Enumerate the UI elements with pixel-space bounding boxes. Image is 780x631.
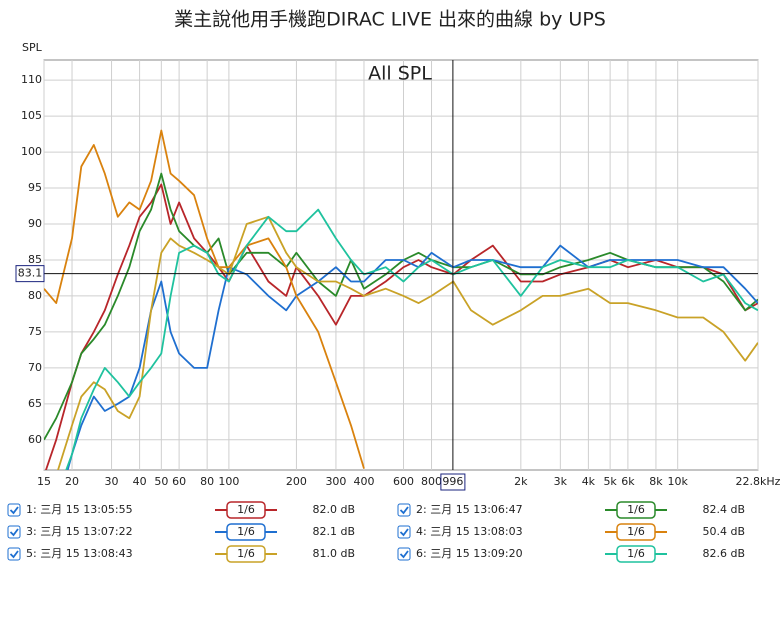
legend-item: 3: 三月 15 13:07:22 1/6 82.1 dB	[7, 523, 355, 541]
legend-smoothing: 1/6	[237, 503, 255, 516]
y-tick-label: 60	[28, 433, 42, 446]
y-tick-label: 75	[28, 325, 42, 338]
legend-level: 81.0 dB	[312, 547, 355, 560]
x-tick-label: 200	[286, 475, 307, 488]
legend-smoothing: 1/6	[627, 525, 645, 538]
x-tick-label: 10k	[667, 475, 688, 488]
x-tick-label: 8k	[649, 475, 663, 488]
series-line	[65, 208, 758, 470]
x-tick-label: 30	[105, 475, 119, 488]
y-tick-label: 80	[28, 289, 42, 302]
cursor-y-box	[15, 265, 45, 283]
x-tick-label: 40	[133, 475, 147, 488]
legend-name: 5: 三月 15 13:08:43	[26, 547, 133, 560]
legend-smoothing-box[interactable]	[616, 523, 656, 541]
legend-smoothing-box[interactable]	[616, 501, 656, 519]
legend-check	[399, 506, 409, 515]
y-tick-label: 95	[28, 181, 42, 194]
cursor-x-label: 996	[442, 475, 463, 488]
legend-item: 5: 三月 15 13:08:43 1/6 81.0 dB	[7, 545, 355, 563]
y-tick-label: 105	[21, 109, 42, 122]
x-tick-label: 3k	[554, 475, 568, 488]
series-line	[57, 215, 758, 470]
legend-smoothing-box[interactable]	[616, 545, 656, 563]
y-tick-label: 85	[28, 253, 42, 266]
legend-level: 50.4 dB	[702, 525, 745, 538]
x-tick-label: 300	[325, 475, 346, 488]
legend-name: 2: 三月 15 13:06:47	[416, 503, 523, 516]
cursor-y-label: 83.1	[18, 267, 43, 280]
legend-item: 2: 三月 15 13:06:47 1/6 82.4 dB	[397, 501, 745, 519]
chart-title: 業主說他用手機跑DIRAC LIVE 出來的曲線 by UPS	[174, 9, 606, 31]
plot-label: All SPL	[368, 63, 432, 85]
legend-item: 4: 三月 15 13:08:03 1/6 50.4 dB	[397, 523, 745, 541]
x-tick-label: 60	[172, 475, 186, 488]
legend-level: 82.0 dB	[312, 503, 355, 516]
legend-checkbox[interactable]	[7, 503, 21, 517]
y-tick-label: 90	[28, 217, 42, 230]
legend-name: 3: 三月 15 13:07:22	[26, 525, 133, 538]
x-tick-label: 6k	[621, 475, 635, 488]
legend-smoothing: 1/6	[627, 503, 645, 516]
legend-smoothing-box[interactable]	[226, 501, 266, 519]
legend-checkbox[interactable]	[397, 547, 411, 561]
legend-level: 82.1 dB	[312, 525, 355, 538]
legend-smoothing: 1/6	[237, 547, 255, 560]
x-tick-label: 5k	[603, 475, 617, 488]
x-tick-label: 15	[37, 475, 51, 488]
y-axis-label: SPL	[22, 41, 43, 54]
legend-item: 6: 三月 15 13:09:20 1/6 82.6 dB	[397, 545, 745, 563]
legend-name: 6: 三月 15 13:09:20	[416, 547, 523, 560]
series-line	[66, 244, 758, 470]
legend-check	[399, 528, 409, 537]
y-tick-label: 110	[21, 73, 42, 86]
legend-checkbox[interactable]	[7, 525, 21, 539]
x-tick-label: 600	[393, 475, 414, 488]
legend-check	[9, 550, 19, 559]
legend-check	[9, 528, 19, 537]
x-tick-label: 4k	[582, 475, 596, 488]
legend-name: 1: 三月 15 13:05:55	[26, 503, 133, 516]
legend-item: 1: 三月 15 13:05:55 1/6 82.0 dB	[7, 501, 355, 519]
cursor-x-box	[440, 473, 466, 491]
x-tick-label: 22.8kHz	[736, 475, 780, 488]
x-tick-label: 80	[200, 475, 214, 488]
legend-name: 4: 三月 15 13:08:03	[416, 525, 523, 538]
legend-check	[399, 550, 409, 559]
y-tick-label: 65	[28, 397, 42, 410]
y-tick-label: 70	[28, 361, 42, 374]
legend-checkbox[interactable]	[397, 525, 411, 539]
legend-smoothing: 1/6	[237, 525, 255, 538]
legend-smoothing-box[interactable]	[226, 545, 266, 563]
legend-checkbox[interactable]	[397, 503, 411, 517]
series-line	[44, 172, 758, 441]
legend-level: 82.4 dB	[702, 503, 745, 516]
x-tick-label: 100	[218, 475, 239, 488]
y-tick-label: 100	[21, 145, 42, 158]
x-tick-label: 2k	[514, 475, 528, 488]
x-tick-label: 400	[353, 475, 374, 488]
x-tick-label: 20	[65, 475, 79, 488]
legend-check	[9, 506, 19, 515]
legend-smoothing-box[interactable]	[226, 523, 266, 541]
legend-smoothing: 1/6	[627, 547, 645, 560]
x-tick-label: 800	[421, 475, 442, 488]
x-tick-label: 50	[154, 475, 168, 488]
legend-level: 82.6 dB	[702, 547, 745, 560]
legend-checkbox[interactable]	[7, 547, 21, 561]
series-line	[44, 129, 365, 469]
